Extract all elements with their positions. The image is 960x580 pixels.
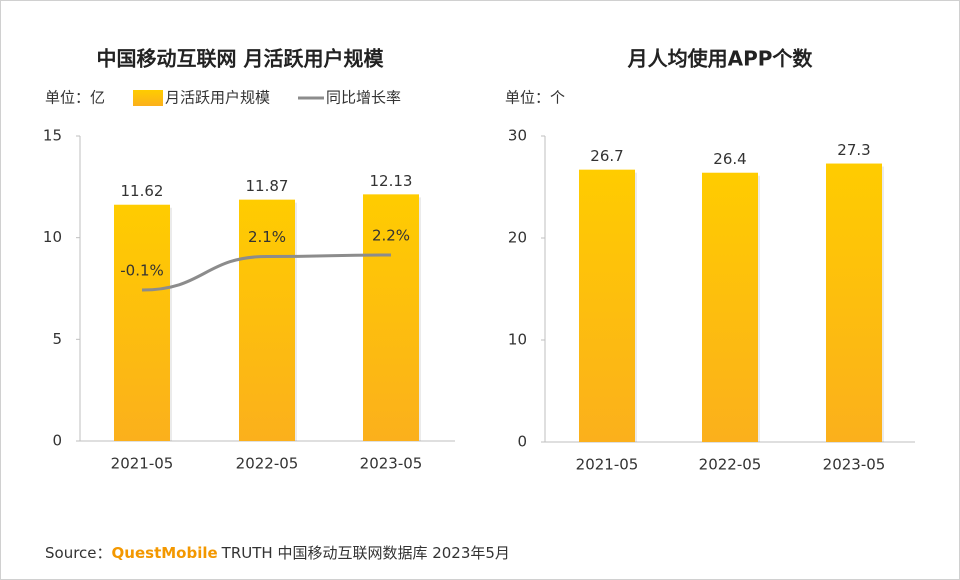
bar-value-label: 11.62 xyxy=(121,182,164,200)
bar-value-label: 27.3 xyxy=(837,141,870,159)
y-tick-label: 10 xyxy=(43,228,62,246)
y-tick-label: 0 xyxy=(517,433,527,451)
bar xyxy=(826,163,882,443)
x-tick-label: 2021-05 xyxy=(111,455,174,473)
x-tick-label: 2021-05 xyxy=(576,456,639,474)
source-text: TRUTH 中国移动互联网数据库 2023年5月 xyxy=(221,544,510,562)
y-tick-label: 15 xyxy=(43,127,62,145)
bar-value-label: 26.4 xyxy=(713,150,746,168)
chart-title: 月人均使用APP个数 xyxy=(627,47,814,71)
chart-title: 中国移动互联网 月活跃用户规模 xyxy=(97,47,385,71)
legend-label: 同比增长率 xyxy=(326,89,401,107)
bar xyxy=(363,194,419,441)
x-tick-label: 2022-05 xyxy=(236,455,299,473)
legend-swatch xyxy=(133,90,163,106)
bar xyxy=(702,172,758,442)
bar-value-label: 11.87 xyxy=(246,177,289,195)
y-tick-label: 20 xyxy=(508,229,527,247)
bar-value-label: 12.13 xyxy=(370,172,413,190)
line-value-label: -0.1% xyxy=(120,262,164,280)
source: Source：QuestMobile TRUTH 中国移动互联网数据库 2023年… xyxy=(45,544,510,562)
source-label: Source： xyxy=(45,544,112,562)
line xyxy=(141,253,392,292)
y-tick-label: 0 xyxy=(52,432,62,450)
y-tick-label: 10 xyxy=(508,331,527,349)
line-value-label: 2.2% xyxy=(372,226,410,244)
bar xyxy=(114,204,170,441)
unit-label: 单位：亿 xyxy=(45,89,105,107)
x-tick-label: 2023-05 xyxy=(360,455,423,473)
y-tick-label: 30 xyxy=(508,127,527,145)
y-tick-label: 5 xyxy=(52,330,62,348)
legend-label: 月活跃用户规模 xyxy=(165,89,270,107)
line-value-label: 2.1% xyxy=(248,228,286,246)
x-tick-label: 2023-05 xyxy=(823,456,886,474)
bar xyxy=(239,199,295,441)
bar-value-label: 26.7 xyxy=(590,147,623,165)
bar xyxy=(579,169,635,442)
x-tick-label: 2022-05 xyxy=(699,456,762,474)
source-brand: QuestMobile xyxy=(112,544,218,562)
unit-label: 单位：个 xyxy=(505,89,565,107)
